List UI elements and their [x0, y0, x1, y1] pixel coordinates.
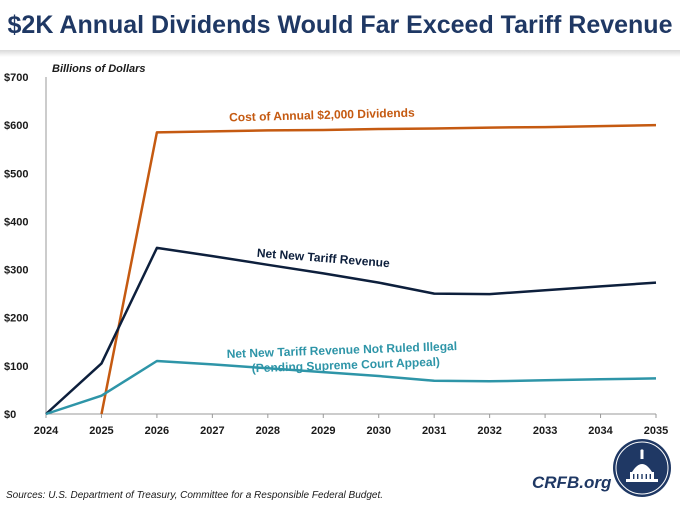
x-tick-label: 2035: [644, 425, 668, 437]
y-tick-label: $100: [4, 361, 28, 373]
x-tick-label: 2027: [200, 425, 224, 437]
x-tick-label: 2026: [145, 425, 169, 437]
axes: [45, 77, 656, 415]
series-line-not_illegal: [45, 359, 657, 416]
x-tick-label: 2033: [533, 425, 557, 437]
series-line-tariff: [45, 246, 657, 415]
chart-title: $2K Annual Dividends Would Far Exceed Ta…: [7, 11, 673, 39]
x-tick-label: 2028: [256, 425, 280, 437]
y-tick-label: $500: [4, 168, 28, 180]
source-note: Sources: U.S. Department of Treasury, Co…: [6, 490, 384, 501]
capitol-dome-logo: [613, 439, 671, 497]
y-ticks: $0 $100 $200 $300 $400 $500 $600 $700: [4, 72, 28, 421]
x-tick-label: 2034: [588, 425, 613, 437]
x-tick-label: 2029: [311, 425, 335, 437]
x-tick-label: 2032: [477, 425, 501, 437]
brand-link[interactable]: CRFB.org: [532, 473, 612, 492]
x-tick-label: 2030: [366, 425, 390, 437]
y-tick-label: $0: [4, 409, 16, 421]
series-line-dividends: [100, 123, 657, 415]
y-tick-label: $300: [4, 265, 28, 277]
series-lines: [45, 123, 657, 416]
y-tick-label: $700: [4, 72, 28, 84]
y-tick-label: $200: [4, 313, 28, 325]
title-divider: [0, 50, 680, 57]
y-tick-label: $600: [4, 120, 28, 132]
x-tick-label: 2024: [34, 425, 59, 437]
series-label-not-illegal-line2: (Pending Supreme Court Appeal): [252, 355, 441, 376]
series-label-dividends: Cost of Annual $2,000 Dividends: [229, 106, 415, 125]
x-ticks: 2024 2025 2026 2027 2028 2029 2030 2031 2032 2033…: [34, 414, 668, 437]
x-tick-label: 2031: [422, 425, 446, 437]
x-tick-label: 2025: [89, 425, 113, 437]
unit-label: Billions of Dollars: [52, 63, 146, 75]
y-tick-label: $400: [4, 216, 28, 228]
